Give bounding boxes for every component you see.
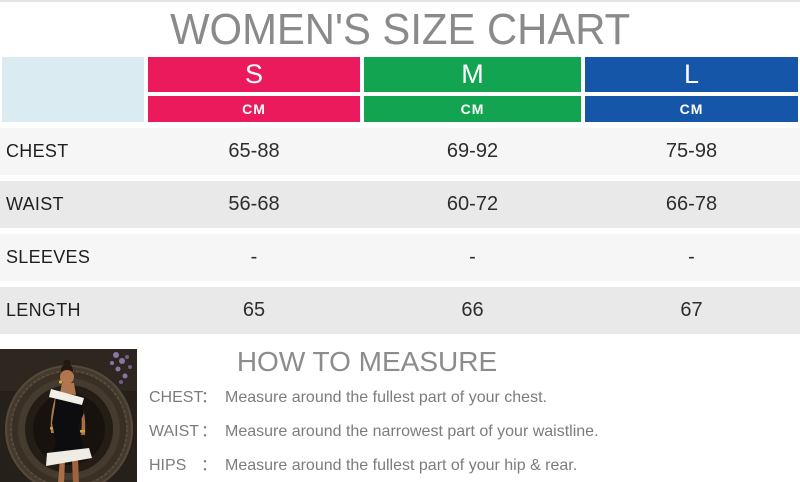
instruction-text: Measure around the fullest part of your … xyxy=(225,389,547,406)
row-label: CHEST xyxy=(6,141,69,161)
model-photo-illustration xyxy=(0,349,137,482)
how-to-measure-heading: HOW TO MEASURE xyxy=(236,346,498,377)
table-row-chest: CHEST 65-88 69-92 75-98 xyxy=(0,128,800,175)
size-column-m: M CM xyxy=(364,57,581,122)
instruction-chest: CHEST ： Measure around the fullest part … xyxy=(149,387,797,408)
instruction-label: HIPS xyxy=(149,457,187,474)
size-column-l: L CM xyxy=(585,57,798,122)
size-column-s: S CM xyxy=(148,57,360,122)
instruction-colon: ： xyxy=(201,389,218,406)
row-label: LENGTH xyxy=(6,300,81,320)
instruction-text: Measure around the fullest part of your … xyxy=(225,457,578,474)
instruction-hips: HIPS ： Measure around the fullest part o… xyxy=(149,455,797,476)
cell-sleeves-l: - xyxy=(688,246,695,268)
cell-waist-m: 60-72 xyxy=(446,193,499,215)
cell-chest-s: 65-88 xyxy=(228,140,280,162)
corner-cell xyxy=(2,57,144,122)
cell-chest-m: 69-92 xyxy=(446,140,499,162)
instruction-label: WAIST xyxy=(149,423,200,440)
instruction-waist: WAIST ： Measure around the narrowest par… xyxy=(149,421,797,442)
size-chart-body: CHEST 65-88 69-92 75-98 WAIST 56-68 60-7… xyxy=(0,128,800,334)
cell-chest-l: 75-98 xyxy=(665,140,718,162)
cell-length-l: 67 xyxy=(680,299,703,321)
model-photo xyxy=(0,349,137,482)
table-row-waist: WAIST 56-68 60-72 66-78 xyxy=(0,181,800,228)
cell-length-m: 66 xyxy=(461,299,484,321)
size-header-s: S xyxy=(148,57,360,92)
row-label: WAIST xyxy=(6,194,64,214)
cell-length-s: 65 xyxy=(242,299,266,321)
row-label: SLEEVES xyxy=(6,247,91,267)
instruction-colon: ： xyxy=(201,423,218,440)
unit-header-l: CM xyxy=(585,96,798,122)
how-to-measure-section: HOW TO MEASURE CHEST ： Measure around th… xyxy=(137,346,797,476)
size-header-l: L xyxy=(585,57,798,92)
instruction-colon: ： xyxy=(201,457,218,474)
table-row-length: LENGTH 65 66 67 xyxy=(0,287,800,334)
instruction-label: CHEST xyxy=(149,389,204,406)
measure-instructions: CHEST ： Measure around the fullest part … xyxy=(137,387,797,476)
instruction-text: Measure around the narrowest part of you… xyxy=(225,423,599,440)
unit-header-s: CM xyxy=(148,96,360,122)
unit-header-m: CM xyxy=(364,96,581,122)
size-header-m: M xyxy=(364,57,581,92)
table-row-sleeves: SLEEVES - - - xyxy=(0,234,800,281)
cell-sleeves-s: - xyxy=(250,246,258,268)
cell-waist-s: 56-68 xyxy=(228,193,280,215)
page-title: WOMEN'S SIZE CHART xyxy=(169,4,631,54)
cell-sleeves-m: - xyxy=(469,246,476,268)
title-bar: WOMEN'S SIZE CHART xyxy=(0,2,800,57)
cell-waist-l: 66-78 xyxy=(665,193,718,215)
size-chart-header: S CM M CM L CM xyxy=(0,57,800,122)
